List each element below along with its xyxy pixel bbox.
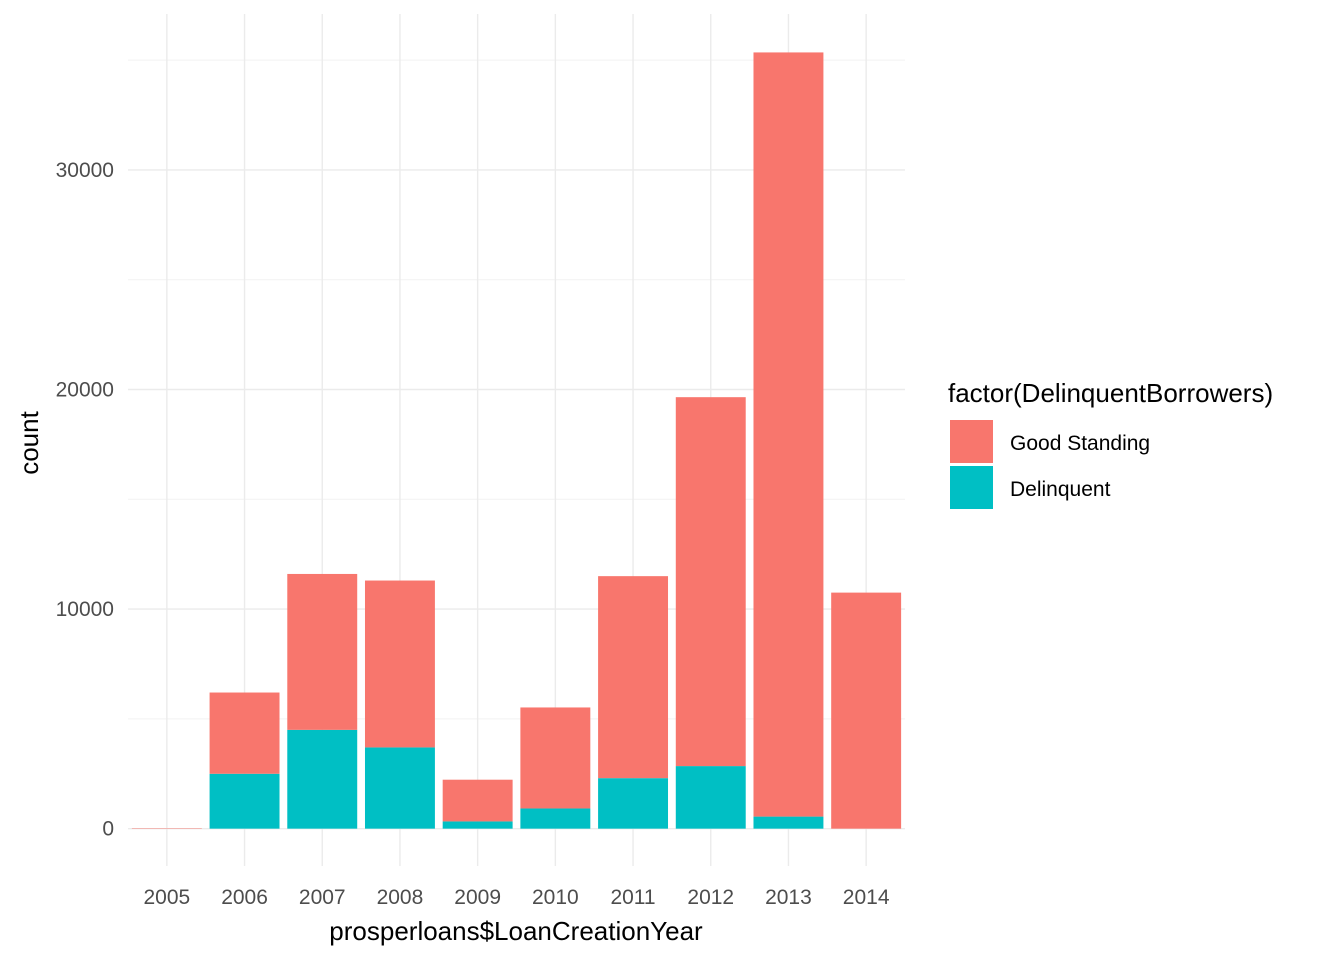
legend-key-delinquent [950, 466, 993, 509]
x-tick-label: 2006 [221, 886, 268, 909]
x-tick-label: 2010 [532, 886, 579, 909]
y-tick-label: 20000 [56, 378, 114, 401]
bar-good-standing-2009 [442, 779, 513, 822]
y-tick-labels: 0 10000 20000 30000 [56, 159, 114, 841]
legend-key-good-standing [950, 420, 993, 463]
bars [131, 52, 902, 829]
bar-good-standing-2010 [520, 707, 591, 809]
bar-delinquent-2010 [520, 808, 591, 829]
y-tick-label: 10000 [56, 598, 114, 621]
x-tick-label: 2014 [843, 886, 890, 909]
x-tick-label: 2007 [299, 886, 346, 909]
x-tick-label: 2009 [454, 886, 501, 909]
bar-good-standing-2011 [598, 576, 669, 779]
y-axis-title: count [14, 410, 44, 474]
bar-delinquent-2011 [598, 778, 669, 829]
bar-good-standing-2013 [753, 52, 824, 817]
x-tick-label: 2005 [143, 886, 190, 909]
legend-items: Good Standing Delinquent [950, 420, 1150, 509]
bar-good-standing-2014 [831, 592, 902, 829]
bar-good-standing-2006 [209, 692, 280, 774]
x-tick-label: 2008 [377, 886, 424, 909]
legend-label: Good Standing [1010, 432, 1150, 455]
legend-label: Delinquent [1010, 478, 1111, 501]
x-tick-label: 2013 [765, 886, 812, 909]
bar-delinquent-2007 [287, 729, 358, 829]
x-tick-labels: 2005 2006 2007 2008 2009 2010 2011 2012 2013 2014 [143, 886, 889, 909]
bar-good-standing-2008 [364, 580, 435, 748]
bar-delinquent-2006 [209, 773, 280, 829]
y-tick-label: 0 [102, 818, 114, 841]
x-axis-title: prosperloans$LoanCreationYear [329, 916, 703, 946]
bar-delinquent-2009 [442, 821, 513, 829]
bar-delinquent-2013 [753, 816, 824, 829]
bar-good-standing-2007 [287, 573, 358, 730]
legend: factor(DelinquentBorrowers) Good Standin… [948, 378, 1273, 509]
x-tick-label: 2011 [610, 886, 655, 909]
x-tick-label: 2012 [687, 886, 734, 909]
legend-title: factor(DelinquentBorrowers) [948, 378, 1273, 408]
bar-delinquent-2008 [364, 747, 435, 829]
y-tick-label: 30000 [56, 159, 114, 182]
bar-good-standing-2012 [675, 397, 746, 767]
bar-delinquent-2012 [675, 766, 746, 829]
